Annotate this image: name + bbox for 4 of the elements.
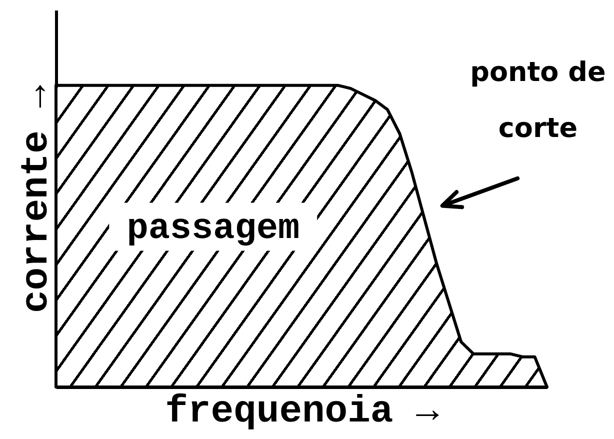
y-axis-title: corrente → bbox=[16, 84, 58, 314]
annotation: passagem bbox=[126, 208, 300, 249]
x-axis-title: frequenoia → bbox=[165, 390, 440, 434]
annotation: ponto de corte bbox=[470, 57, 606, 144]
